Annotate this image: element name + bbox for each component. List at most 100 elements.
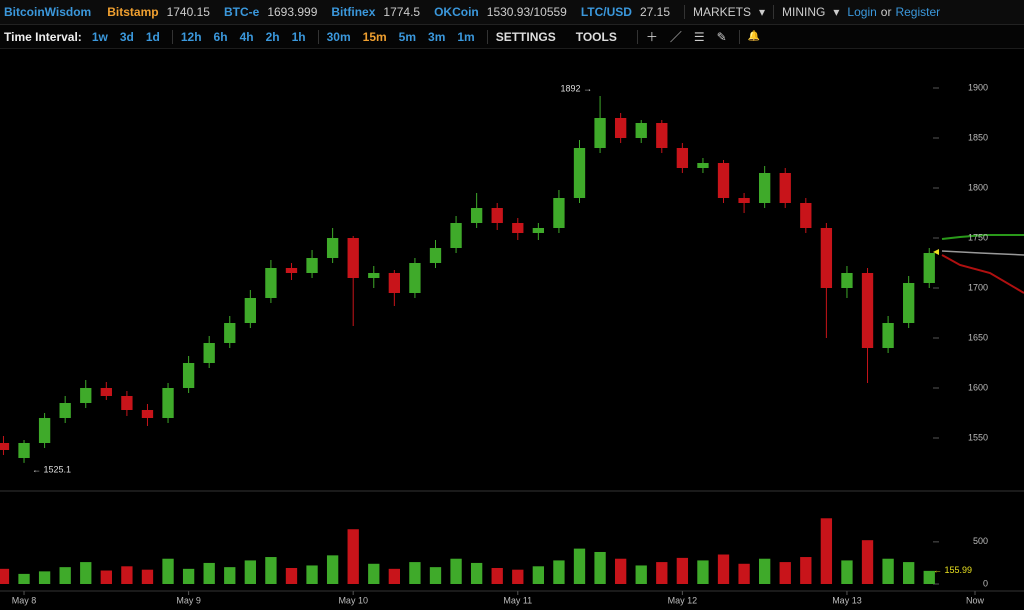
volume-bar <box>903 562 915 584</box>
volume-bar <box>100 570 112 584</box>
interval-button[interactable]: 1h <box>291 29 306 44</box>
y-tick-label: 1700 <box>968 282 988 292</box>
tools-menu[interactable]: TOOLS <box>575 29 617 44</box>
candle-body <box>347 238 359 278</box>
candle-body <box>779 173 791 203</box>
candle-body <box>553 198 565 228</box>
candle-body <box>635 123 647 138</box>
candle-body <box>923 253 935 283</box>
volume-bar <box>656 562 668 584</box>
candle-body <box>717 163 730 198</box>
candle-body <box>738 198 750 203</box>
volume-bar <box>18 573 30 584</box>
candle-body <box>18 443 30 458</box>
interval-button[interactable]: 30m <box>326 29 351 44</box>
ticker-name[interactable]: OKCoin <box>434 5 479 19</box>
interval-label: Time Interval: <box>4 29 82 44</box>
candle-body <box>368 273 380 278</box>
volume-bar <box>182 568 195 584</box>
separator <box>486 29 488 44</box>
draw-tool[interactable]: ✎ <box>716 29 727 44</box>
depth-asks <box>941 254 1024 294</box>
interval-button[interactable]: 3d <box>119 29 134 44</box>
candle-body <box>388 273 401 293</box>
candle-body <box>38 418 51 443</box>
interval-button[interactable]: 1d <box>145 29 160 44</box>
candle-body <box>491 208 503 223</box>
volume-annotation: ← 155.99 <box>933 565 972 575</box>
x-tick-label: May 9 <box>176 595 201 605</box>
x-tick-label: May 13 <box>832 595 862 605</box>
separator <box>738 29 740 44</box>
draw-tool[interactable]: ／ <box>669 30 682 44</box>
depth-bids <box>941 234 1024 240</box>
menu[interactable]: MINING <box>782 5 826 19</box>
ticker-name[interactable]: Bitstamp <box>107 5 159 19</box>
price-annotation: 1892 → <box>561 83 593 93</box>
interval-button[interactable]: 12h <box>180 29 202 44</box>
interval-button[interactable]: 5m <box>398 29 417 44</box>
volume-bar <box>409 562 421 584</box>
candle-body <box>841 273 853 288</box>
menu[interactable]: MARKETS <box>693 5 752 19</box>
price-annotation: ← 1525.1 <box>32 464 71 474</box>
candle-body <box>656 123 668 148</box>
ticker-name[interactable]: BTC-e <box>223 5 260 19</box>
volume-bar <box>614 558 627 584</box>
top-bar: BitcoinWisdom Bitstamp 1740.15 BTC-e 1693.… <box>0 0 1024 25</box>
interval-button[interactable]: 4h <box>239 29 254 44</box>
x-tick-label: May 11 <box>503 595 532 605</box>
volume-bar <box>676 557 689 584</box>
ticker-name[interactable]: LTC/USD <box>580 5 632 19</box>
volume-bar <box>0 568 10 584</box>
interval-button[interactable]: 3m <box>428 29 446 44</box>
candle-body <box>820 228 833 288</box>
volume-bar <box>635 565 647 584</box>
caret: ▾ <box>759 5 766 19</box>
candle-body <box>614 118 627 138</box>
interval-button[interactable]: 2h <box>265 29 280 44</box>
candle-body <box>573 148 586 198</box>
interval-button[interactable]: 6h <box>213 29 228 44</box>
candle-body <box>409 263 421 293</box>
y-tick-label: 1750 <box>968 232 988 242</box>
volume-bar <box>594 551 606 584</box>
register[interactable]: Register <box>895 5 941 19</box>
ticker-name[interactable]: Bitfinex <box>331 5 376 19</box>
volume-bar <box>203 562 215 584</box>
candle-body <box>759 173 771 203</box>
volume-bar <box>347 529 359 584</box>
depth-mid <box>941 250 1024 256</box>
interval-button[interactable]: 1w <box>91 29 108 44</box>
x-tick-label: May 8 <box>12 595 37 605</box>
candle-body <box>100 388 112 396</box>
volume-bar <box>717 554 730 584</box>
volume-bar <box>532 566 545 584</box>
interval-button[interactable]: 1m <box>457 29 475 44</box>
volume-bar <box>820 518 833 584</box>
y-tick-label: 1850 <box>968 132 988 142</box>
draw-tool[interactable]: ＋ <box>645 30 658 44</box>
settings-menu[interactable]: SETTINGS <box>495 29 556 44</box>
candle-body <box>0 443 10 450</box>
candle-body <box>326 238 339 258</box>
alert-tool[interactable]: 🔔 <box>747 31 761 42</box>
candle-body <box>882 323 894 348</box>
login[interactable]: Login <box>847 5 877 19</box>
separator <box>317 29 319 44</box>
ticker-price: 1774.5 <box>383 5 421 19</box>
interval-button[interactable]: 15m <box>362 29 387 44</box>
volume-bar <box>882 558 894 584</box>
candle-body <box>532 228 545 233</box>
volume-bar <box>573 548 586 584</box>
x-tick-label: May 10 <box>338 595 368 605</box>
volume-bar <box>326 555 339 584</box>
volume-bar <box>368 563 380 584</box>
ticker-price: 27.15 <box>639 5 670 19</box>
volume-bar <box>779 562 791 584</box>
draw-tool[interactable]: ☰ <box>693 29 705 44</box>
brand[interactable]: BitcoinWisdom <box>4 5 92 19</box>
separator <box>171 29 173 44</box>
x-tick-label: May 12 <box>668 595 698 605</box>
volume-bar <box>38 571 51 584</box>
